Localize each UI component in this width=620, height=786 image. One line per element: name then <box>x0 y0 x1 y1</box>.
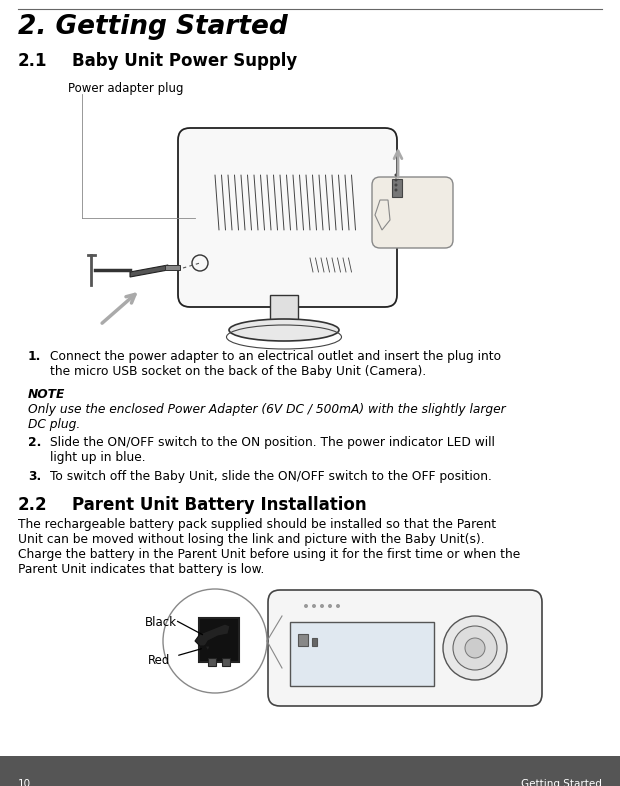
Text: To switch off the Baby Unit, slide the ON/OFF switch to the OFF position.: To switch off the Baby Unit, slide the O… <box>50 470 492 483</box>
Circle shape <box>336 604 340 608</box>
FancyBboxPatch shape <box>290 622 434 686</box>
FancyBboxPatch shape <box>372 177 453 248</box>
Circle shape <box>328 604 332 608</box>
Text: Slide the ON/OFF switch to the ON position. The power indicator LED will
light u: Slide the ON/OFF switch to the ON positi… <box>50 436 495 464</box>
FancyBboxPatch shape <box>268 590 542 706</box>
Text: Black: Black <box>145 616 177 629</box>
Polygon shape <box>130 265 168 277</box>
Text: 1.: 1. <box>28 350 42 363</box>
Circle shape <box>465 638 485 658</box>
Bar <box>392 179 402 197</box>
Circle shape <box>394 174 397 177</box>
Circle shape <box>443 616 507 680</box>
Ellipse shape <box>229 319 339 341</box>
Text: 2.: 2. <box>28 436 42 449</box>
Text: 10: 10 <box>18 779 31 786</box>
Circle shape <box>304 604 308 608</box>
Circle shape <box>163 589 267 693</box>
Bar <box>165 265 180 270</box>
FancyBboxPatch shape <box>199 618 239 662</box>
Polygon shape <box>375 200 390 230</box>
Text: Connect the power adapter to an electrical outlet and insert the plug into
the m: Connect the power adapter to an electric… <box>50 350 501 378</box>
Text: Red: Red <box>148 654 171 667</box>
Circle shape <box>394 178 397 182</box>
Bar <box>222 658 230 666</box>
Bar <box>298 634 308 646</box>
Text: 2. Getting Started: 2. Getting Started <box>18 14 288 40</box>
Circle shape <box>394 183 397 186</box>
Text: Getting Started: Getting Started <box>521 779 602 786</box>
Bar <box>0 756 620 786</box>
Text: 2.2: 2.2 <box>18 496 48 514</box>
Text: The rechargeable battery pack supplied should be installed so that the Parent
Un: The rechargeable battery pack supplied s… <box>18 518 520 576</box>
Text: NOTE: NOTE <box>28 388 65 401</box>
Polygon shape <box>195 624 230 651</box>
FancyBboxPatch shape <box>178 128 397 307</box>
Bar <box>312 638 317 646</box>
Circle shape <box>453 626 497 670</box>
Circle shape <box>394 189 397 192</box>
Circle shape <box>320 604 324 608</box>
Text: Power adapter plug: Power adapter plug <box>68 82 184 95</box>
Text: 2.1: 2.1 <box>18 52 48 70</box>
Text: 3.: 3. <box>28 470 42 483</box>
Bar <box>270 295 298 320</box>
Text: Only use the enclosed Power Adapter (6V DC / 500mA) with the slightly larger
DC : Only use the enclosed Power Adapter (6V … <box>28 403 506 431</box>
Text: Parent Unit Battery Installation: Parent Unit Battery Installation <box>72 496 366 514</box>
Circle shape <box>312 604 316 608</box>
Text: Baby Unit Power Supply: Baby Unit Power Supply <box>72 52 297 70</box>
Bar <box>208 658 216 666</box>
